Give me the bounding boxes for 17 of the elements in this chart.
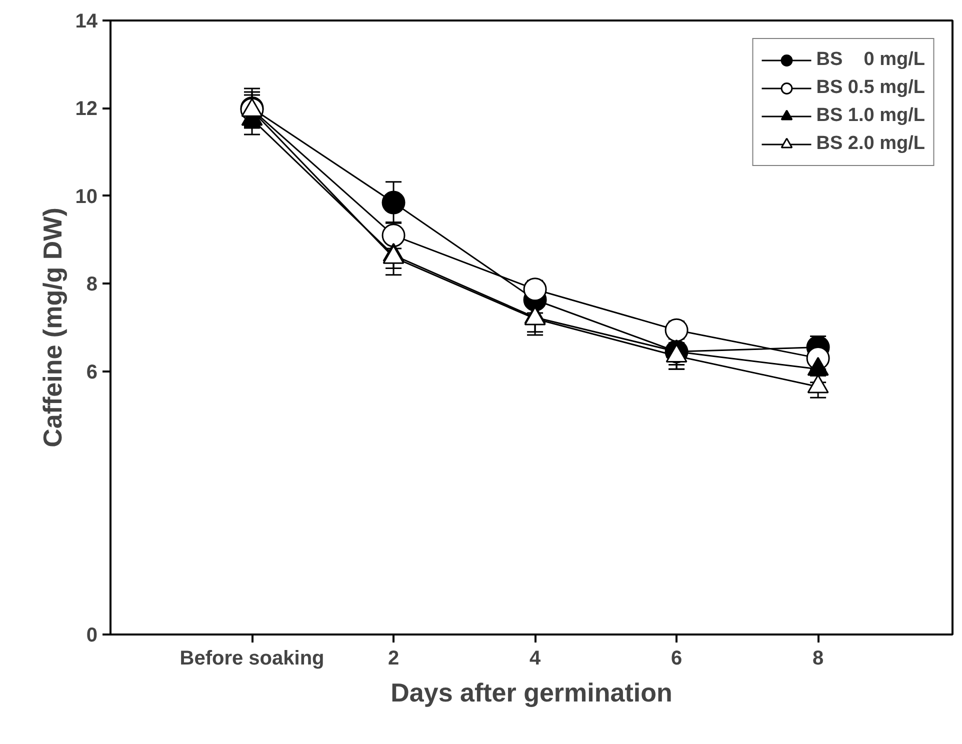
x-tick-label: 8 (812, 648, 824, 670)
x-axis-title: Days after germination (390, 678, 672, 708)
y-tick-label: 12 (75, 98, 98, 120)
x-tick-label: 6 (670, 648, 682, 670)
legend-label: BS 1.0 mg/L (816, 105, 925, 127)
y-tick-label: 0 (86, 624, 98, 646)
y-tick-label: 8 (86, 274, 98, 296)
legend-label: BS 2.0 mg/L (816, 133, 925, 155)
y-tick-label: 6 (86, 361, 98, 384)
x-tick-label: Before soaking (180, 648, 324, 670)
y-axis-title: Caffeine (mg/g DW) (37, 208, 68, 448)
x-tick-label: 2 (388, 648, 400, 670)
legend-label: BS 0.5 mg/L (816, 77, 925, 99)
legend-label: BS 0 mg/L (816, 49, 925, 71)
x-tick-label: 4 (529, 648, 542, 670)
y-tick-label: 14 (75, 10, 98, 32)
y-tick-label: 10 (75, 186, 98, 208)
